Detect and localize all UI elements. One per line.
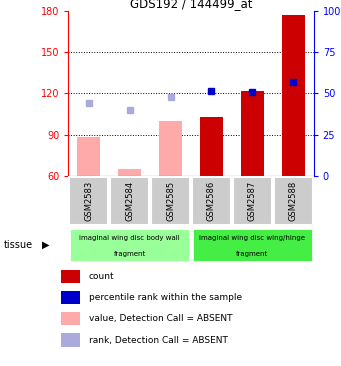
Text: ▶: ▶ — [42, 240, 50, 250]
Text: GSM2583: GSM2583 — [84, 181, 93, 221]
Text: fragment: fragment — [236, 251, 268, 257]
Text: tissue: tissue — [3, 240, 32, 250]
Text: value, Detection Call = ABSENT: value, Detection Call = ABSENT — [89, 314, 232, 323]
FancyBboxPatch shape — [151, 177, 190, 225]
Text: GSM2584: GSM2584 — [125, 181, 134, 221]
Bar — [118, 169, 141, 176]
FancyBboxPatch shape — [69, 228, 190, 262]
Text: imaginal wing disc body wall: imaginal wing disc body wall — [79, 235, 180, 241]
Bar — [159, 121, 182, 176]
Text: count: count — [89, 272, 114, 281]
FancyBboxPatch shape — [233, 177, 272, 225]
Bar — [282, 15, 305, 176]
Text: GSM2585: GSM2585 — [166, 181, 175, 221]
FancyBboxPatch shape — [192, 177, 231, 225]
FancyBboxPatch shape — [110, 177, 149, 225]
Text: fragment: fragment — [114, 251, 146, 257]
Text: rank, Detection Call = ABSENT: rank, Detection Call = ABSENT — [89, 336, 227, 344]
Text: GSM2586: GSM2586 — [207, 181, 216, 221]
Text: GSM2588: GSM2588 — [289, 181, 298, 221]
Title: GDS192 / 144499_at: GDS192 / 144499_at — [130, 0, 252, 10]
Text: GSM2587: GSM2587 — [248, 181, 257, 221]
Bar — [77, 137, 100, 176]
Text: imaginal wing disc wing/hinge: imaginal wing disc wing/hinge — [199, 235, 305, 241]
FancyBboxPatch shape — [273, 177, 313, 225]
Bar — [200, 117, 223, 176]
FancyBboxPatch shape — [69, 177, 108, 225]
FancyBboxPatch shape — [192, 228, 313, 262]
Bar — [241, 91, 264, 176]
Text: percentile rank within the sample: percentile rank within the sample — [89, 293, 242, 302]
